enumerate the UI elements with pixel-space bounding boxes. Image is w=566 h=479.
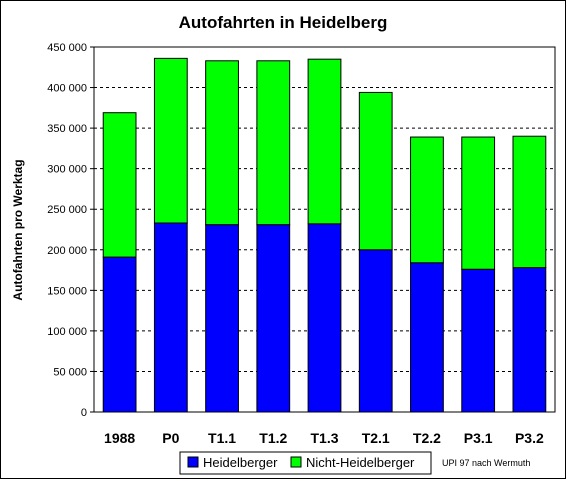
x-tick-label: T2.1	[362, 430, 390, 446]
bar-segment-nicht-heidelberger	[205, 60, 239, 226]
y-tick-label: 50 000	[53, 366, 87, 378]
y-axis-ticks: 0 50 000 100 000 150 000 200 000 250 000 300 0…	[47, 42, 94, 419]
y-tick-label: 200 000	[47, 245, 87, 257]
bar-segment-heidelberger	[102, 256, 137, 413]
y-tick-label: 300 000	[47, 164, 87, 176]
bar-segment-nicht-heidelberger	[256, 60, 291, 226]
bar-segment-heidelberger	[512, 267, 547, 413]
legend-box	[179, 451, 432, 475]
x-axis-ticks: 1988 P0 T1.1 T1.2 T1.3 T2.1 T2.2 P3.1 P3.2	[104, 430, 544, 446]
x-tick-label: T1.1	[208, 430, 236, 446]
x-tick-label: P0	[162, 430, 179, 446]
bar-segment-nicht-heidelberger	[102, 112, 137, 258]
y-tick-label: 0	[81, 407, 87, 419]
bar-segment-nicht-heidelberger	[410, 136, 444, 264]
chart-title: Autofahrten in Heidelberg	[179, 13, 388, 32]
bar-segment-nicht-heidelberger	[307, 58, 342, 225]
bar-segment-nicht-heidelberger	[358, 91, 393, 251]
legend: Heidelberger Nicht-Heidelberger	[179, 451, 432, 475]
bar-segment-heidelberger	[410, 262, 444, 413]
x-tick-label: P3.1	[464, 430, 493, 446]
bar-segment-heidelberger	[461, 268, 496, 413]
x-tick-label: T2.2	[413, 430, 441, 446]
y-tick-label: 400 000	[47, 83, 87, 95]
y-axis-label: Autofahrten pro Werktag	[11, 159, 25, 300]
bar-segment-heidelberger	[307, 223, 342, 413]
bar-segment-heidelberger	[256, 224, 291, 413]
y-tick-label: 250 000	[47, 204, 87, 216]
bar-segment-nicht-heidelberger	[461, 136, 496, 270]
plot-border	[93, 46, 556, 413]
y-tick-label: 150 000	[47, 285, 87, 297]
bar-segment-heidelberger	[358, 249, 393, 413]
bar-segment-nicht-heidelberger	[153, 57, 188, 224]
source-credit: UPI 97 nach Wermuth	[442, 458, 530, 468]
y-tick-label: 350 000	[47, 123, 87, 135]
bar-segment-nicht-heidelberger	[512, 135, 547, 269]
bar-segment-heidelberger	[153, 222, 188, 413]
bars	[102, 57, 547, 413]
legend-swatch-nicht-heidelberger	[290, 456, 302, 468]
legend-swatch-heidelberger	[187, 456, 199, 468]
legend-label-nicht-heidelberger: Nicht-Heidelberger	[306, 455, 415, 470]
bar-segment-heidelberger	[205, 224, 239, 413]
y-tick-label: 100 000	[47, 326, 87, 338]
legend-label-heidelberger: Heidelberger	[203, 455, 278, 470]
x-tick-label: T1.2	[259, 430, 287, 446]
y-tick-label: 450 000	[47, 42, 87, 54]
x-tick-label: P3.2	[515, 430, 544, 446]
x-tick-label: T1.3	[310, 430, 338, 446]
x-tick-label: 1988	[104, 430, 135, 446]
